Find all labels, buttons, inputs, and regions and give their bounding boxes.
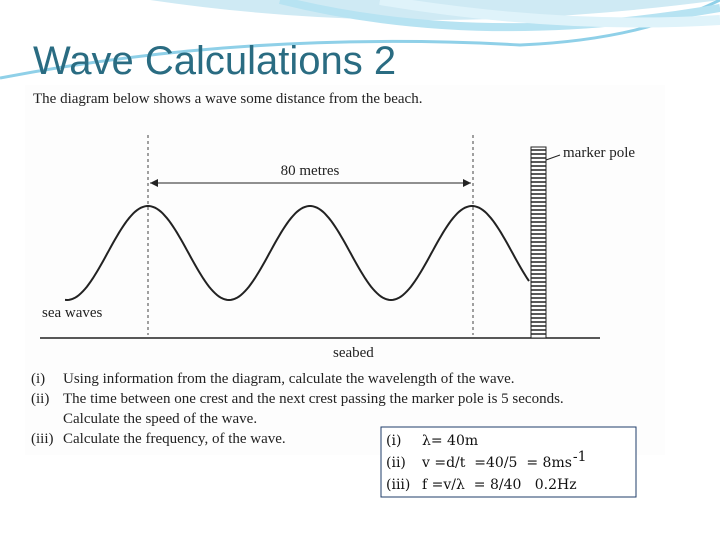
answer-number: (i) [386, 433, 401, 449]
answer-number: (ii) [386, 455, 406, 471]
seabed-label: seabed [333, 345, 374, 361]
answer-text: v =d/t =40/5 = 8ms [421, 455, 572, 471]
answer-text: λ= 40m [422, 433, 478, 449]
answer-text: f =v/λ = 8/40 0.2Hz [422, 477, 577, 493]
distance-label: 80 metres [281, 163, 340, 179]
decoration [0, 0, 720, 80]
intro-text: The diagram below shows a wave some dist… [33, 91, 422, 107]
answer-superscript: -1 [573, 449, 587, 465]
question-text: Calculate the speed of the wave. [63, 411, 257, 427]
question-number: (ii) [31, 391, 49, 407]
answer-number: (iii) [386, 477, 410, 493]
scan-area [25, 85, 665, 455]
question-text: The time between one crest and the next … [63, 391, 564, 407]
question-text: Calculate the frequency, of the wave. [63, 431, 286, 447]
questions: (i) Using information from the diagram, c… [31, 371, 564, 447]
wave [64, 205, 530, 302]
question-number: (i) [31, 371, 45, 387]
answer-box [380, 426, 637, 498]
slide-title: Wave Calculations 2 [33, 39, 396, 83]
wave-diagram: 80 metres marker pole sea waves seabed [40, 135, 635, 361]
pole-label: marker pole [563, 145, 635, 161]
answers: (i) λ= 40m (ii) v =d/t =40/5 = 8ms -1 (iii) f … [386, 433, 587, 493]
question-number: (iii) [31, 431, 54, 447]
question-text: Using information from the diagram, calc… [63, 371, 515, 387]
waves-label: sea waves [42, 305, 103, 321]
